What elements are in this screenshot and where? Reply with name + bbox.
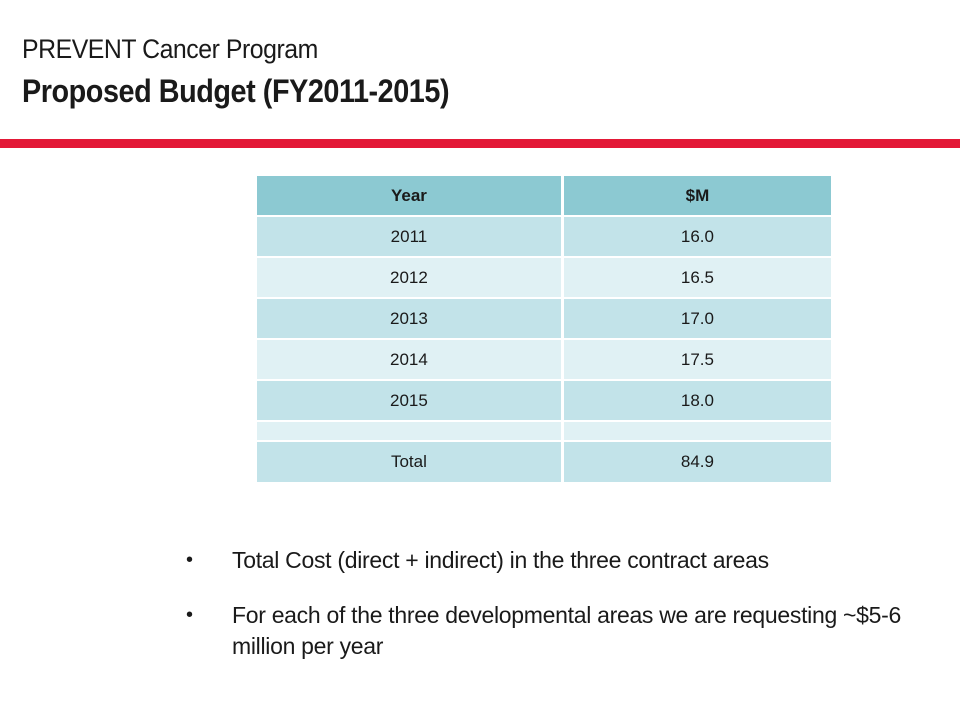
- column-header-amount: $M: [560, 176, 831, 216]
- amount-cell: 18.0: [560, 380, 831, 421]
- table-row-total: Total 84.9: [257, 441, 831, 482]
- year-cell: 2014: [390, 349, 428, 369]
- bullet-icon: •: [186, 604, 193, 626]
- amount-cell: [560, 421, 831, 441]
- amount-cell: 16.5: [560, 257, 831, 298]
- amount-cell: 17.0: [560, 298, 831, 339]
- table-header-row: Year $M: [257, 176, 831, 216]
- bullet-text: For each of the three developmental area…: [232, 602, 902, 659]
- year-cell: [257, 421, 562, 441]
- table-row-empty: [257, 421, 831, 441]
- year-cell: 2013: [390, 308, 428, 328]
- table-row: 2013 17.0: [257, 298, 831, 339]
- budget-table: Year $M 2011 16.0 2012 16.5 2013 17.0 20…: [257, 176, 831, 482]
- total-label-cell: Total: [390, 452, 427, 471]
- bullet-list: • Total Cost (direct + indirect) in the …: [186, 545, 906, 662]
- bullet-icon: •: [186, 549, 193, 571]
- amount-cell: 16.0: [560, 216, 831, 257]
- total-amount-cell: 84.9: [560, 441, 831, 482]
- year-cell: 2015: [390, 390, 428, 410]
- column-header-year: Year: [390, 185, 427, 205]
- header-divider: [0, 139, 960, 148]
- bullet-text: Total Cost (direct + indirect) in the th…: [232, 547, 769, 573]
- list-item: • For each of the three developmental ar…: [186, 600, 906, 662]
- amount-cell: 17.5: [560, 339, 831, 380]
- year-cell: 2011: [390, 226, 428, 246]
- table-row: 2014 17.5: [257, 339, 831, 380]
- program-name: PREVENT Cancer Program: [22, 34, 318, 64]
- table-row: 2012 16.5: [257, 257, 831, 298]
- page-title: Proposed Budget (FY2011-2015): [22, 73, 450, 109]
- year-cell: 2012: [390, 267, 428, 287]
- list-item: • Total Cost (direct + indirect) in the …: [186, 545, 906, 576]
- table-row: 2011 16.0: [257, 216, 831, 257]
- table-row: 2015 18.0: [257, 380, 831, 421]
